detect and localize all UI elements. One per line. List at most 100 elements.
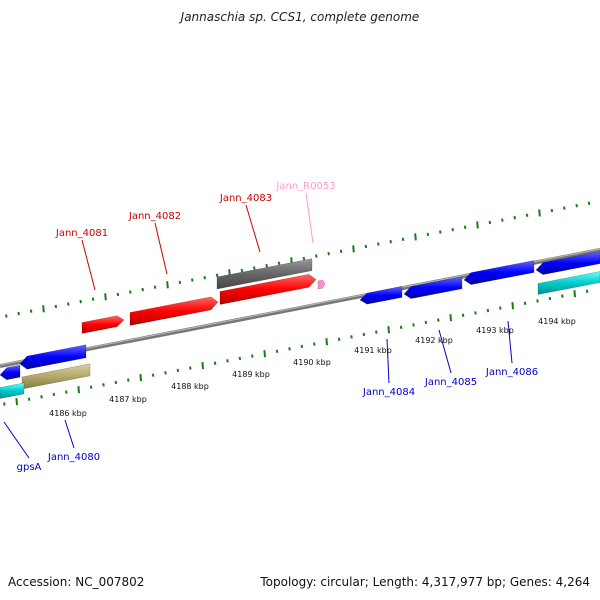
minor-tick [151, 373, 155, 377]
major-tick [166, 281, 169, 289]
kbp-label: 4186 kbp [49, 409, 87, 418]
major-tick [414, 233, 417, 241]
kbp-label: 4187 kbp [109, 395, 147, 404]
leader-line [507, 320, 513, 364]
gene-arrow-jann-4082[interactable] [129, 296, 219, 326]
gene-arrow-jann-r0053[interactable] [317, 279, 326, 290]
major-tick [104, 293, 107, 301]
gene-arrow-jann-4085[interactable] [403, 276, 463, 299]
major-tick [352, 245, 355, 253]
major-tick [42, 305, 45, 313]
minor-tick [226, 359, 229, 363]
minor-tick [424, 320, 428, 325]
minor-tick [240, 268, 244, 273]
minor-tick [129, 290, 132, 294]
kbp-label: 4188 kbp [171, 382, 209, 391]
kbp-scale-labels: 4186 kbp 4187 kbp 4188 kbp 4189 kbp 4190 kbp… [49, 317, 576, 418]
gene-label: Jann_R0053 [275, 181, 335, 192]
minor-tick [488, 220, 492, 225]
gene-label: Jann_4086 [485, 367, 538, 378]
minor-tick [65, 390, 68, 394]
cyan-feature-right[interactable] [537, 271, 600, 295]
major-tick [387, 326, 390, 334]
kbp-label: 4192 kbp [415, 336, 453, 345]
minor-tick [127, 378, 130, 382]
minor-tick [513, 216, 516, 220]
minor-tick [412, 323, 415, 327]
gene-arrow-jann-4080[interactable] [19, 344, 87, 370]
minor-tick [362, 332, 366, 337]
gene-label: gpsA [17, 462, 42, 473]
minor-tick [3, 402, 6, 406]
cyan-feature-left[interactable] [0, 382, 25, 399]
minor-tick [426, 232, 430, 237]
minor-tick [153, 285, 157, 289]
major-tick [449, 314, 452, 322]
gene-arrow-jann-4081[interactable] [81, 315, 125, 334]
minor-tick [377, 242, 380, 246]
leader-line [438, 329, 452, 374]
major-tick [263, 350, 266, 358]
minor-tick [164, 371, 167, 375]
gene-arrow-left-edge[interactable] [0, 364, 21, 380]
major-tick [476, 221, 479, 229]
minor-tick [550, 208, 554, 213]
gene-arrow-right-edge[interactable] [535, 251, 600, 275]
gene-label: Jann_4085 [424, 377, 477, 388]
major-tick [573, 290, 576, 298]
minor-tick [5, 314, 8, 318]
leader-line [64, 419, 75, 449]
minor-tick [178, 280, 182, 285]
minor-tick [213, 361, 217, 365]
accession-label: Accession: NC_007802 [8, 575, 145, 589]
leader-line [245, 204, 261, 253]
minor-tick [116, 292, 120, 297]
minor-tick [40, 395, 43, 399]
gene-label: Jann_4084 [362, 387, 415, 398]
minor-tick [265, 263, 268, 268]
major-tick [325, 338, 328, 346]
kbp-label: 4191 kbp [354, 346, 392, 355]
minor-tick [327, 251, 330, 256]
minor-tick [461, 313, 465, 317]
minor-tick [288, 347, 291, 351]
minor-tick [67, 302, 70, 306]
minor-tick [315, 254, 318, 258]
gene-label: Jann_4081 [55, 228, 108, 239]
gene-arrow-jann-4086[interactable] [463, 260, 535, 285]
minor-tick [399, 325, 403, 329]
leader-line [154, 222, 168, 275]
gray-feature[interactable] [216, 258, 313, 290]
major-tick [15, 398, 18, 406]
minor-tick [474, 311, 477, 315]
gene-features[interactable] [0, 251, 600, 399]
major-tick [538, 209, 541, 217]
outer-tick-track [5, 201, 591, 318]
minor-tick [486, 308, 490, 313]
gene-arrow-jann-4083[interactable] [219, 274, 317, 305]
genome-summary: Topology: circular; Length: 4,317,977 bp… [260, 575, 590, 589]
gene-label: Jann_4083 [219, 193, 272, 204]
minor-tick [499, 306, 502, 310]
minor-tick [525, 213, 529, 218]
minor-tick [575, 204, 578, 208]
minor-tick [191, 278, 194, 282]
minor-tick [451, 227, 454, 232]
minor-tick [302, 256, 306, 261]
minor-tick [52, 392, 56, 397]
minor-tick [54, 304, 58, 309]
minor-tick [536, 299, 539, 303]
minor-tick [300, 344, 304, 349]
kbp-label: 4193 kbp [476, 326, 514, 335]
leader-line [386, 338, 390, 384]
gene-arrow-jann-4084[interactable] [359, 286, 403, 305]
leader-line [3, 421, 30, 459]
major-tick [201, 362, 204, 370]
leader-line [81, 239, 96, 291]
minor-tick [17, 311, 20, 316]
minor-tick [251, 354, 254, 358]
minor-tick [189, 366, 192, 370]
minor-tick [587, 201, 591, 206]
